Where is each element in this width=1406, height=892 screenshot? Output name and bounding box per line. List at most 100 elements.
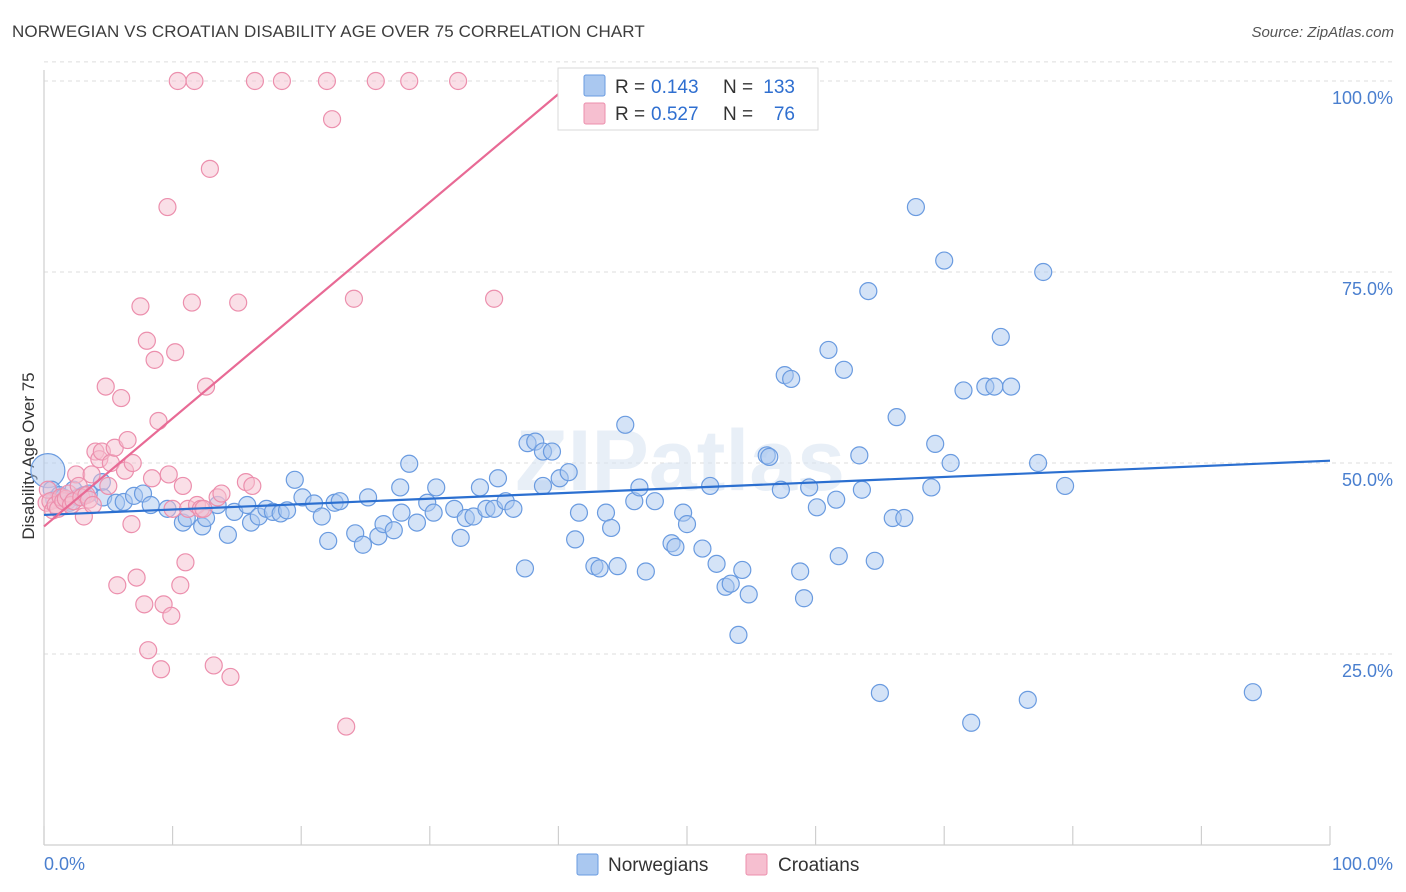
norwegian-point	[277, 501, 297, 520]
croatian-point	[139, 641, 158, 660]
bottom-legend-swatch-norwegians	[576, 853, 599, 876]
bottom-legend-norwegians: Norwegians	[608, 855, 708, 876]
norwegian-point	[1034, 262, 1053, 282]
norwegian-point	[935, 251, 954, 270]
croatian-point	[127, 568, 146, 587]
series-legend: Norwegians Croatians	[576, 853, 859, 876]
norwegian-point	[353, 535, 373, 554]
norwegian-point	[852, 480, 871, 499]
legend-swatch-croatians	[583, 102, 606, 125]
croatian-point	[151, 660, 171, 679]
norwegian-point	[566, 530, 585, 549]
croatian-point	[204, 656, 223, 675]
norwegian-point	[991, 327, 1010, 347]
norwegian-point	[400, 454, 419, 473]
norwegian-point	[693, 539, 712, 558]
norwegian-point	[791, 562, 810, 581]
croatian-point	[158, 197, 177, 217]
croatian-point	[137, 331, 156, 350]
bottom-legend-croatians: Croatians	[778, 855, 859, 876]
croatian-point	[142, 469, 162, 488]
norwegian-point	[985, 377, 1004, 396]
croatian-point	[485, 289, 504, 308]
norwegian-point	[515, 559, 535, 578]
norwegian-point	[827, 490, 846, 509]
norwegian-point	[954, 381, 973, 400]
norwegian-point	[319, 531, 338, 551]
legend-r-norwegians: 0.143	[651, 77, 699, 98]
croatian-point	[168, 71, 187, 91]
y-axis-label: Disability Age Over 75	[19, 372, 38, 539]
norwegian-point	[596, 503, 616, 522]
croatian-point	[185, 71, 204, 91]
norwegian-point	[616, 415, 635, 434]
croatian-point	[229, 293, 248, 312]
y-tick-label: 25.0%	[1342, 661, 1393, 681]
norwegian-point	[865, 551, 884, 570]
croatian-point	[112, 388, 131, 408]
norwegian-point	[859, 282, 878, 301]
norwegian-point	[677, 515, 697, 534]
norwegian-point	[829, 547, 848, 566]
norwegian-point	[887, 408, 906, 427]
y-tick-label: 75.0%	[1342, 279, 1393, 299]
norwegian-point	[1055, 476, 1075, 496]
croatian-point	[145, 350, 164, 369]
norwegian-point	[427, 478, 446, 497]
croatian-point	[131, 297, 150, 316]
croatian-point	[123, 453, 142, 473]
norwegian-point	[590, 559, 609, 578]
norwegian-point	[470, 478, 490, 497]
croatian-point	[200, 159, 219, 178]
croatian-point	[243, 476, 262, 496]
norwegian-point	[782, 369, 801, 389]
legend-n-label: N =	[723, 104, 753, 125]
norwegian-point	[941, 453, 960, 473]
norwegian-point	[1018, 690, 1037, 709]
norwegian-point	[312, 507, 331, 526]
croatian-point	[122, 515, 141, 534]
norwegian-point	[834, 360, 853, 379]
croatian-point	[82, 465, 101, 484]
norwegian-point	[760, 447, 779, 466]
norwegian-point	[424, 503, 443, 522]
norwegian-point	[1028, 453, 1048, 473]
norwegian-point	[733, 560, 752, 580]
norwegian-point	[533, 476, 553, 496]
norwegian-point	[504, 499, 523, 518]
y-tick-label: 50.0%	[1342, 470, 1393, 490]
croatian-point	[162, 606, 181, 625]
norwegian-point	[707, 554, 726, 573]
bottom-legend-swatch-croatians	[745, 853, 768, 876]
croatians-trend-line	[43, 87, 566, 528]
source-label: Source: ZipAtlas.com	[1251, 24, 1394, 41]
norwegian-point	[559, 463, 578, 482]
norwegian-point	[569, 503, 589, 522]
norwegian-point	[542, 442, 562, 461]
norwegian-point	[771, 480, 790, 499]
croatian-point	[400, 71, 419, 91]
legend-r-label: R =	[615, 104, 645, 125]
norwegian-point	[407, 513, 427, 532]
norwegian-point	[962, 713, 981, 732]
norwegian-point	[285, 470, 304, 489]
croatian-point	[317, 71, 337, 91]
norwegian-point	[602, 518, 621, 538]
norwegian-point	[645, 492, 664, 511]
croatian-point	[448, 71, 468, 91]
legend-n-norwegians: 133	[763, 77, 795, 98]
croatian-point	[337, 717, 356, 736]
norwegian-point	[636, 562, 655, 581]
norwegian-point	[358, 488, 378, 507]
norwegian-point	[666, 537, 685, 557]
croatian-point	[212, 484, 231, 503]
norwegian-point	[1001, 377, 1021, 396]
croatian-point	[99, 476, 118, 496]
croatian-point	[272, 71, 292, 91]
norwegian-point	[451, 528, 470, 547]
croatian-point	[322, 110, 342, 129]
croatian-point	[182, 293, 201, 312]
norwegian-point	[739, 585, 758, 604]
norwegian-point	[906, 197, 926, 217]
norwegian-point	[926, 434, 945, 453]
